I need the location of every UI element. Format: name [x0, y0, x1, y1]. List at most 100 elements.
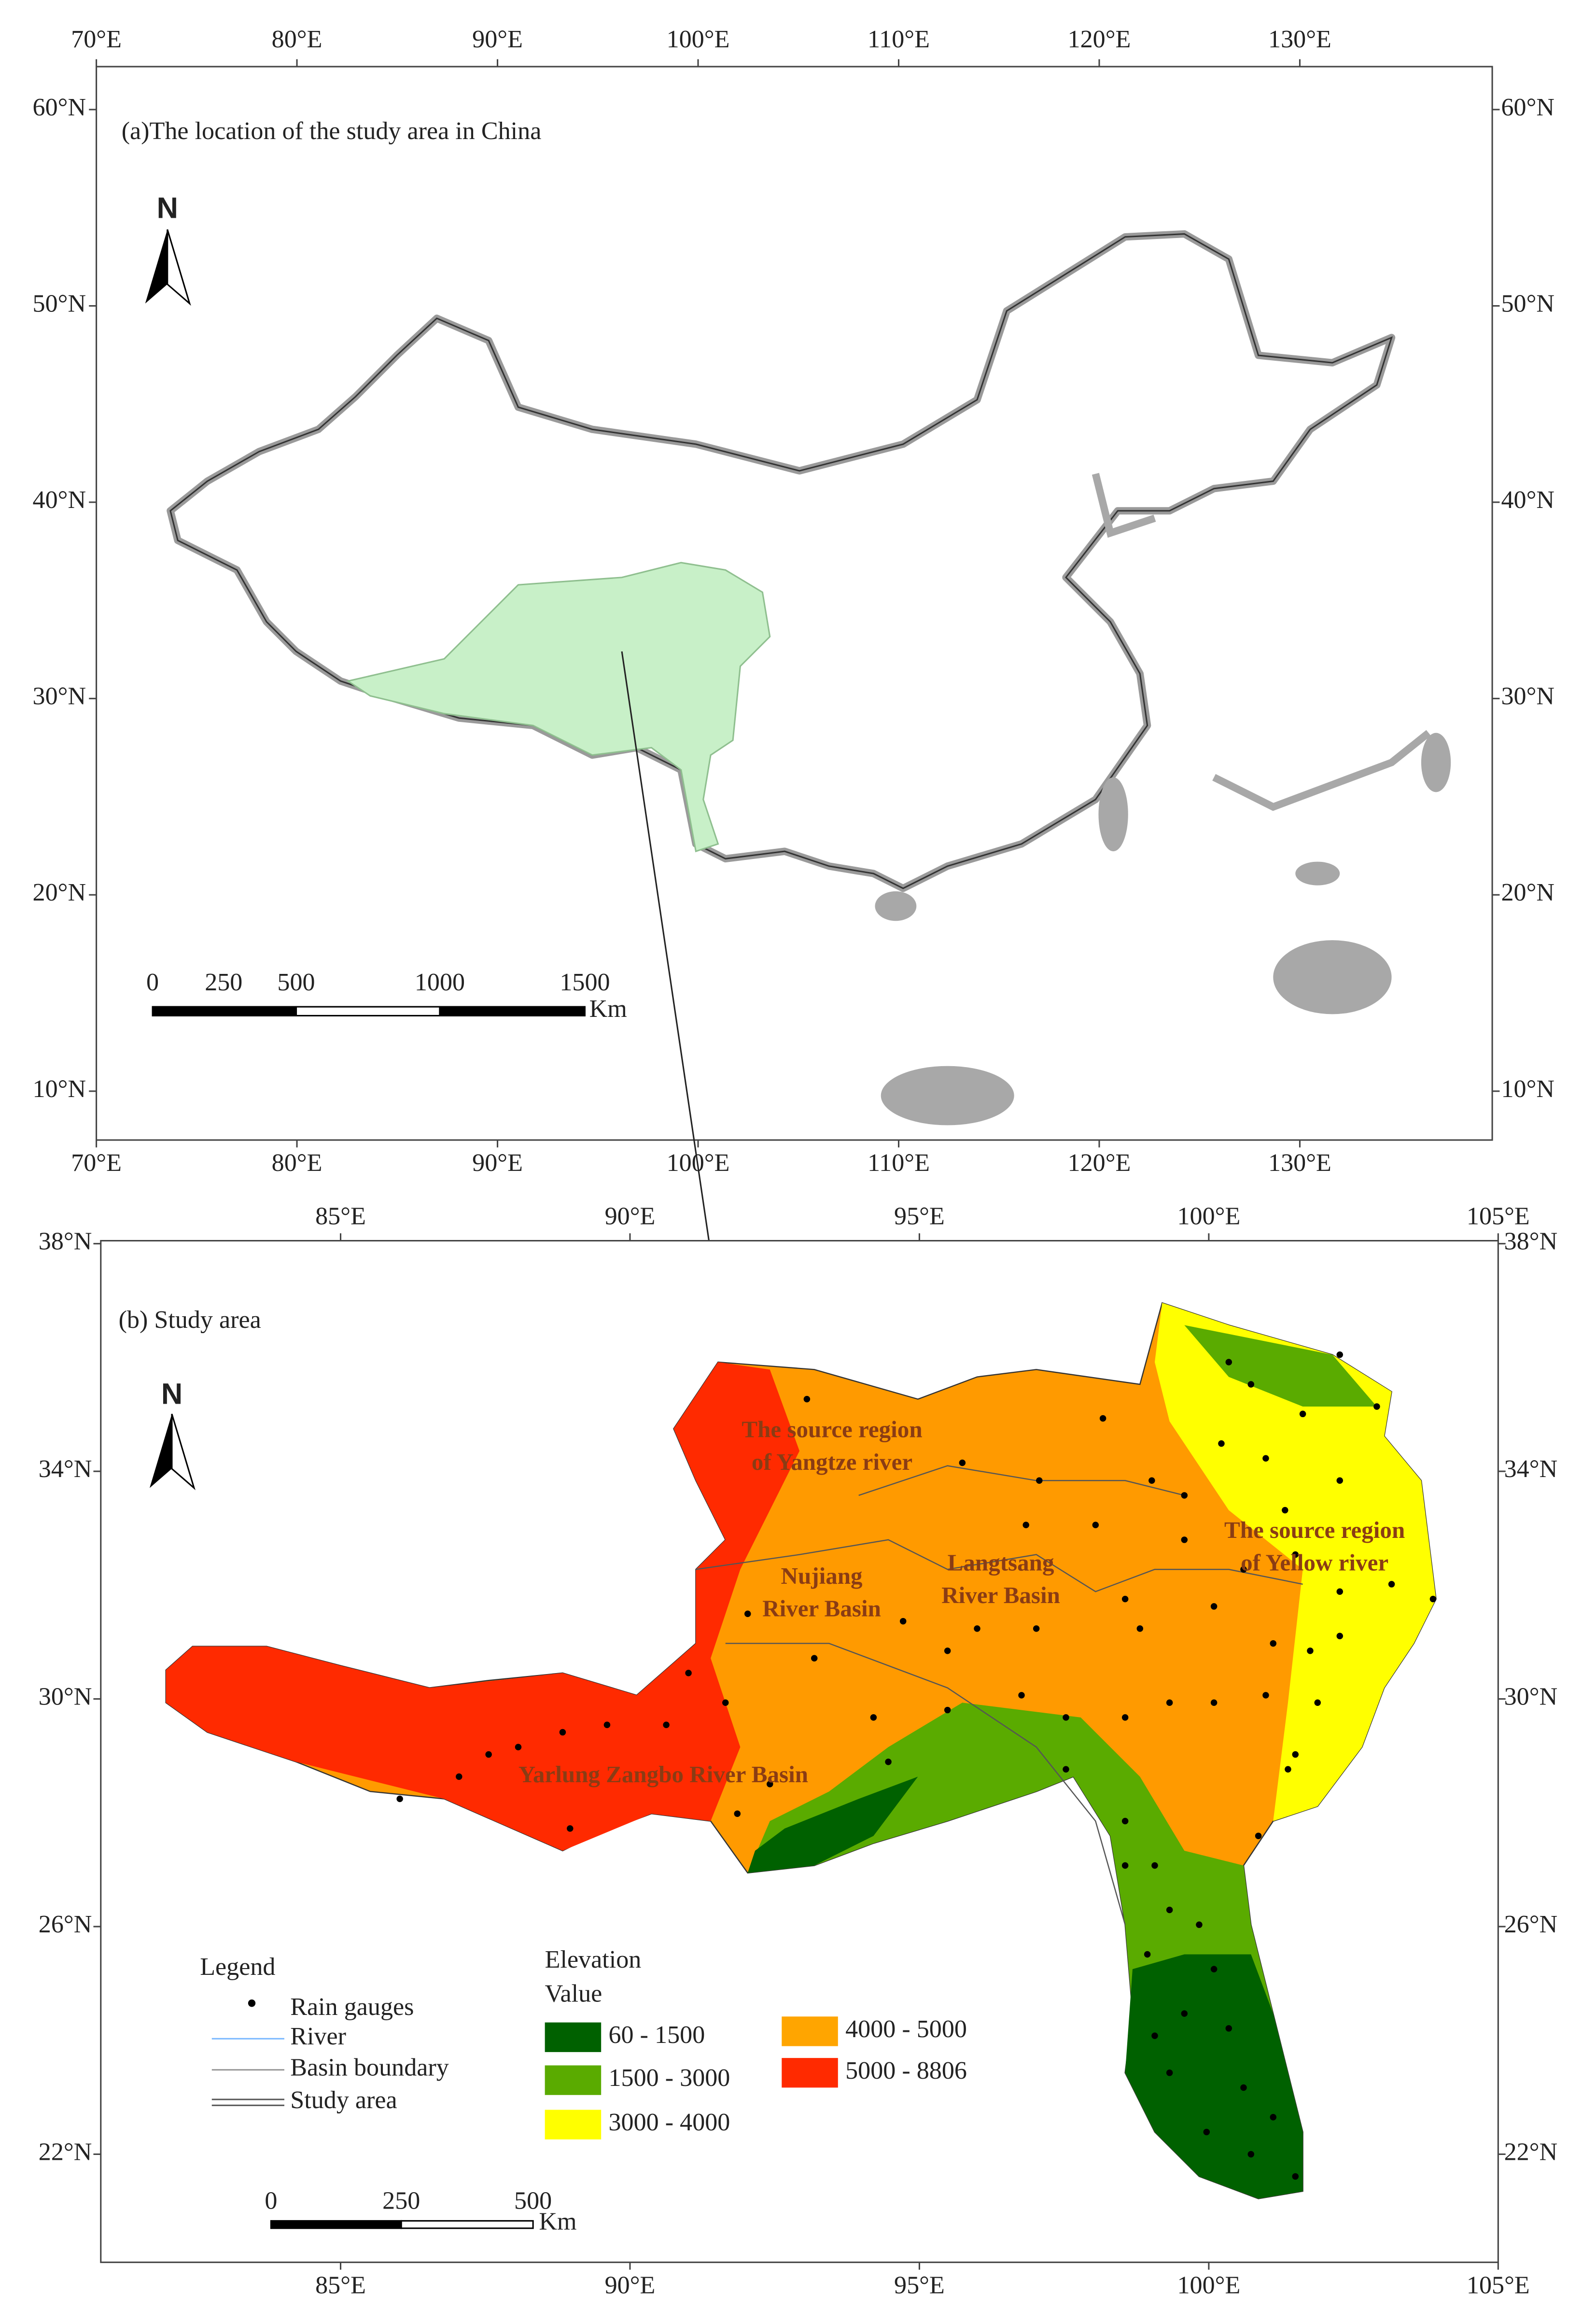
- rain-gauge: [1225, 1359, 1232, 1366]
- rain-gauge: [1144, 1951, 1151, 1958]
- x-tick-label: 130°E: [1268, 26, 1331, 53]
- y-tick-label: 40°N: [1501, 486, 1554, 514]
- x-tick-label: 80°E: [272, 26, 322, 53]
- rain-gauge: [722, 1699, 729, 1706]
- region-label: River Basin: [941, 1582, 1060, 1608]
- y-tick-label: 38°N: [39, 1228, 92, 1255]
- x-tick-label: 110°E: [868, 1149, 930, 1177]
- rain-gauge: [1148, 1477, 1155, 1484]
- rain-gauge: [1336, 1351, 1344, 1358]
- elevation-label: 5000 - 8806: [845, 2057, 967, 2084]
- rain-gauge: [974, 1625, 980, 1632]
- rain-gauge: [1240, 2084, 1247, 2091]
- rain-gauge: [1018, 1692, 1025, 1699]
- rain-gauge: [1181, 1492, 1188, 1499]
- rain-gauge: [899, 1618, 907, 1625]
- rain-gauge: [734, 1810, 741, 1817]
- rain-gauge: [1429, 1595, 1437, 1603]
- rain-gauge: [1210, 1966, 1218, 1972]
- rain-gauge: [515, 1744, 522, 1750]
- x-tick-label: 120°E: [1068, 26, 1131, 53]
- north-label: N: [157, 191, 178, 225]
- rain-gauge: [1292, 1751, 1299, 1758]
- rain-gauge: [456, 1773, 462, 1780]
- elevation-swatch: [782, 2016, 838, 2046]
- y-tick-label: 50°N: [33, 290, 86, 317]
- rain-gauge: [1196, 1921, 1203, 1928]
- panel-a-frame: [96, 66, 1493, 1141]
- rain-gauge: [1388, 1581, 1395, 1588]
- gauges: [396, 1351, 1437, 2180]
- x-tick-label: 100°E: [667, 1149, 730, 1177]
- x-tick-label: 85°E: [315, 1203, 366, 1230]
- rain-gauge: [1225, 2025, 1232, 2032]
- rain-gauge: [811, 1655, 818, 1661]
- x-tick-label: 120°E: [1068, 1149, 1131, 1177]
- rain-gauge: [1063, 1714, 1069, 1721]
- rain-gauge: [1121, 1595, 1129, 1603]
- y-tick-label: 50°N: [1501, 290, 1554, 317]
- rain-gauge: [1262, 1692, 1269, 1699]
- rain-gauge: [1247, 2151, 1255, 2158]
- rain-gauge: [1121, 1817, 1129, 1825]
- rain-gauge: [559, 1729, 566, 1736]
- y-tick-label: 22°N: [39, 2138, 92, 2166]
- region-label: Langtsang: [948, 1549, 1054, 1576]
- y-tick-label: 20°N: [33, 879, 86, 906]
- yellow-zone: [1154, 1303, 1436, 1821]
- rain-gauge: [870, 1714, 877, 1721]
- x-tick-label: 90°E: [605, 2271, 656, 2299]
- rain-gauge: [1336, 1633, 1344, 1639]
- region-label: of Yangtze river: [752, 1449, 912, 1475]
- y-tick-label: 40°N: [33, 486, 86, 514]
- elevation-label: 3000 - 4000: [609, 2109, 730, 2136]
- x-tick-label: 90°E: [605, 1203, 656, 1230]
- rain-gauge: [766, 1781, 773, 1788]
- rain-gauge: [663, 1721, 670, 1728]
- y-tick-label: 30°N: [1504, 1683, 1558, 1711]
- rain-gauge: [1181, 2010, 1188, 2017]
- y-tick-label: 30°N: [1501, 683, 1554, 710]
- y-tick-label: 26°N: [39, 1911, 92, 1938]
- panel-title: (a)The location of the study area in Chi…: [122, 117, 542, 145]
- y-tick-label: 20°N: [1501, 879, 1554, 906]
- rain-gauge: [1121, 1714, 1129, 1721]
- x-tick-label: 90°E: [472, 26, 523, 53]
- rain-gauge: [1181, 1536, 1188, 1543]
- x-tick-label: 105°E: [1467, 1203, 1530, 1230]
- scale-label: 250: [382, 2187, 420, 2215]
- high-elevation: [166, 1362, 800, 1851]
- x-tick-label: 100°E: [1177, 1203, 1240, 1230]
- rain-gauge: [1063, 1766, 1069, 1773]
- x-tick-label: 95°E: [894, 2271, 945, 2299]
- scale-label: 0: [146, 969, 159, 996]
- rain-gauge: [1262, 1455, 1269, 1462]
- rain-gauge: [1022, 1521, 1029, 1529]
- rain-gauge: [1136, 1625, 1144, 1632]
- rain-gauge: [944, 1647, 951, 1654]
- scale-bar-b: [270, 2220, 534, 2229]
- legend-item: Study area: [290, 2086, 397, 2114]
- x-tick-label: 90°E: [472, 1149, 523, 1177]
- rain-gauge: [1210, 1603, 1218, 1610]
- scale-unit: Km: [539, 2208, 576, 2236]
- x-tick-label: 105°E: [1467, 2271, 1530, 2299]
- region-label: River Basin: [762, 1595, 881, 1621]
- region-label: of Yellow river: [1241, 1549, 1388, 1576]
- rain-gauge: [1151, 2032, 1158, 2039]
- rain-gauge: [685, 1670, 692, 1676]
- rain-gauge: [1218, 1440, 1225, 1447]
- y-tick-label: 38°N: [1504, 1228, 1558, 1255]
- rain-gauge: [396, 1795, 403, 1802]
- rain-gauge: [1203, 2128, 1210, 2136]
- study-area-inset: [346, 562, 771, 853]
- rain-gauge: [959, 1459, 966, 1466]
- x-tick-label: 70°E: [71, 1149, 122, 1177]
- x-tick-label: 70°E: [71, 26, 122, 53]
- scale-unit: Km: [589, 995, 627, 1023]
- rain-gauge: [1336, 1588, 1344, 1595]
- scale-label: 250: [205, 969, 242, 996]
- elevation-swatch: [545, 2065, 602, 2095]
- y-tick-label: 60°N: [33, 94, 86, 121]
